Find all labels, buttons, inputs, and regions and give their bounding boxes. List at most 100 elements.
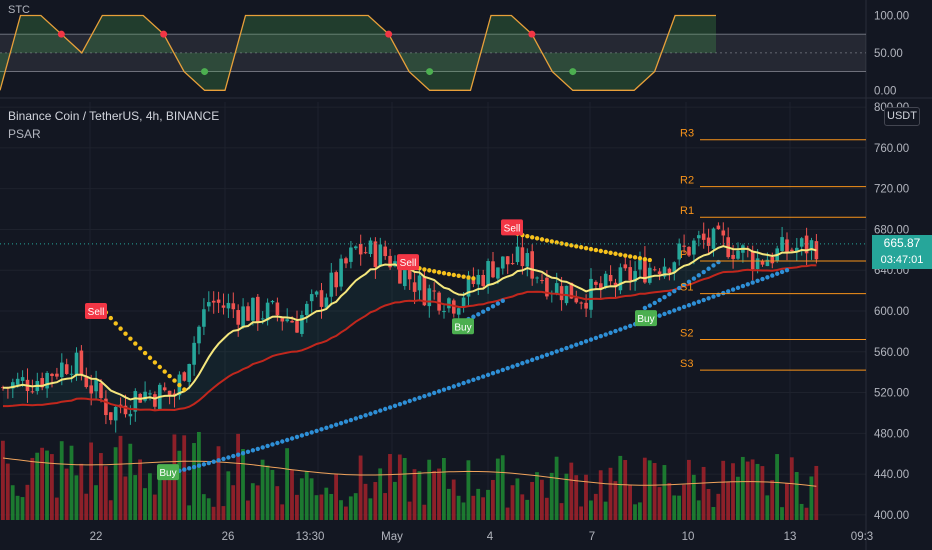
volume-bar [5,463,10,520]
psar-dot [147,355,153,360]
volume-bar [329,493,334,520]
psar-dot [436,270,442,275]
volume-bar [260,459,265,520]
candle-body [466,275,471,297]
currency-badge[interactable]: USDT [884,107,920,126]
psar-dot [588,337,594,342]
candle-body [373,241,378,267]
psar-dot [534,236,540,241]
candle-body [648,267,652,283]
last-price-value: 665.87 [883,236,921,250]
candle-body [128,413,133,417]
volume-bar [451,479,456,520]
candle-body [422,276,427,306]
volume-bar [324,487,329,520]
volume-bar [25,484,30,520]
volume-bar [740,456,745,520]
psar-dot [574,244,579,249]
volume-bar [721,460,726,520]
psar-dot [172,378,177,383]
candle-body [613,282,618,288]
signal-badge-bg [157,464,179,481]
psar-dot [201,462,207,467]
volume-bar [358,455,363,520]
candle-body [182,372,187,381]
psar-dot [476,312,481,317]
volume-bar [1,440,5,520]
volume-bar [794,472,799,520]
psar-dot [539,354,545,359]
volume-bar [598,470,603,520]
psar-dot [167,373,172,379]
volume-bar [182,435,187,520]
volume-bar [417,471,422,520]
candle-body [608,274,613,282]
psar-dot [476,375,481,381]
volume-bar [246,500,250,520]
candle-body [246,306,250,321]
candle-body [60,362,64,378]
candle-body [667,268,672,274]
volume-bar [157,469,162,520]
volume-bar [731,463,735,520]
candle-body [309,294,314,302]
stc-indicator-label[interactable]: STC [8,4,30,16]
candle-body [55,373,59,377]
candle-body [319,290,324,307]
candle-body [260,318,265,320]
psar-dot [613,251,618,256]
psar-dot [363,413,368,418]
psar-dot [177,382,182,388]
time-x-tick: 7 [589,531,595,543]
time-x-tick: 13:30 [296,531,325,543]
stc-fill [0,15,716,91]
psar-dot [162,369,167,374]
candle-body [525,253,530,267]
volume-bar [682,484,686,520]
psar-dot [564,242,569,247]
psar-dot [500,367,505,373]
pivots-layer: R3 R2 R1 P S1 S2 S3 [680,128,866,371]
volume-bar [422,504,427,520]
volume-bar [530,481,534,520]
psar-dot [525,359,530,364]
buy-signal-badge: Buy [157,464,179,481]
signal-badge-text: Buy [159,468,176,479]
psar-dot [583,339,589,344]
volume-bar [211,506,216,520]
candle-body [785,239,789,253]
psar-dot [324,425,329,431]
psar-dot [461,380,466,386]
volume-bar [726,481,730,520]
psar-dot [686,279,692,284]
volume-bar [393,481,397,520]
psar-dot [740,283,746,289]
psar-dot [730,287,736,292]
candle-body [545,277,549,297]
psar-dot [745,282,750,287]
psar-dot [554,349,559,354]
pivot-label: S1 [680,282,693,294]
candle-body [275,302,280,316]
candle-body [618,267,623,291]
psar-dot [383,406,388,412]
candle-body [99,382,103,399]
volume-bar [736,476,740,520]
candle-body [241,306,245,327]
candle-body [520,247,525,267]
psar-indicator-label[interactable]: PSAR [8,127,41,141]
psar-dot [628,323,633,329]
psar-dot [378,408,383,413]
candle-body [731,254,735,259]
volume-bar [520,494,525,520]
candle-body [760,260,765,265]
psar-dot [711,263,716,268]
volume-bar [647,460,652,520]
candle-body [412,282,417,292]
volume-bar [177,450,182,520]
candle-body [755,258,760,270]
volume-bar [642,457,647,520]
psar-dot [289,436,295,441]
psar-dot [485,372,491,378]
